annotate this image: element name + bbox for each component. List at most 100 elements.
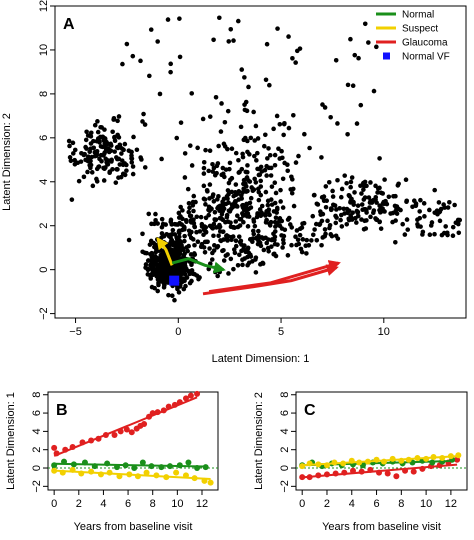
data-point <box>167 265 173 271</box>
data-point <box>197 275 202 280</box>
data-point <box>171 255 177 261</box>
data-point <box>212 217 218 223</box>
data-point <box>190 203 196 208</box>
y-tick-label: 4 <box>38 179 50 185</box>
data-point <box>348 184 353 190</box>
data-point <box>317 221 323 227</box>
plot-frame <box>295 391 468 491</box>
data-point <box>130 164 136 169</box>
data-point <box>185 248 190 254</box>
data-point <box>252 153 257 159</box>
trajectory-normal <box>171 257 226 274</box>
data-point <box>251 217 256 222</box>
data-point <box>148 251 153 257</box>
data-point <box>53 450 60 457</box>
data-point <box>215 197 220 202</box>
data-point <box>318 212 324 217</box>
data-point <box>162 262 168 267</box>
data-point <box>88 130 94 136</box>
data-point <box>186 209 192 215</box>
data-point <box>241 137 247 143</box>
data-point <box>154 409 161 416</box>
data-point <box>356 55 361 61</box>
data-point <box>72 147 78 153</box>
data-point <box>59 469 66 476</box>
data-point <box>285 253 291 258</box>
data-point <box>88 141 94 146</box>
data-point <box>398 457 405 464</box>
data-point <box>304 251 309 256</box>
data-point <box>253 123 259 129</box>
data-point <box>122 462 129 469</box>
data-point <box>445 205 451 210</box>
data-point <box>149 284 155 290</box>
data-point <box>362 179 368 185</box>
data-point <box>209 257 215 262</box>
data-point <box>236 157 241 163</box>
data-point <box>314 237 320 243</box>
data-point <box>267 152 273 158</box>
data-point <box>164 231 169 237</box>
data-point <box>335 177 340 183</box>
data-point <box>296 153 301 159</box>
data-point <box>143 469 150 476</box>
data-point <box>272 219 278 225</box>
data-point <box>124 168 129 173</box>
data-point <box>116 175 121 180</box>
legend-swatch <box>383 52 390 60</box>
data-point <box>350 467 356 474</box>
series-suspect <box>51 466 214 486</box>
data-point <box>158 464 165 471</box>
data-point <box>215 205 221 211</box>
data-point <box>368 214 373 220</box>
data-point <box>107 170 112 176</box>
data-point <box>310 232 316 238</box>
data-point <box>310 213 316 219</box>
data-point <box>188 252 194 257</box>
data-point <box>201 159 207 165</box>
data-point <box>226 271 231 276</box>
data-point <box>69 443 76 450</box>
data-point <box>155 39 160 44</box>
data-point <box>332 470 339 477</box>
data-point <box>199 221 205 227</box>
data-point <box>154 273 160 278</box>
data-point <box>172 221 178 227</box>
data-point <box>374 44 379 50</box>
data-point <box>269 237 275 242</box>
data-point <box>115 132 120 138</box>
legend: Normal Suspect Glaucoma Normal VF <box>376 10 450 63</box>
data-point <box>272 152 278 158</box>
y-tick-label: 0 <box>279 465 291 471</box>
data-point <box>201 245 207 250</box>
y-tick-label: 12 <box>38 0 50 12</box>
data-point <box>122 141 128 147</box>
data-point <box>141 421 148 428</box>
data-point <box>290 56 295 61</box>
data-point <box>319 195 325 200</box>
data-point <box>88 437 95 444</box>
data-point <box>183 264 188 269</box>
data-point <box>207 114 213 119</box>
data-point <box>92 122 98 128</box>
data-point <box>66 138 72 144</box>
data-point <box>134 147 140 153</box>
data-point <box>233 219 239 224</box>
data-point <box>239 67 245 72</box>
data-point <box>241 246 246 251</box>
data-point <box>203 215 209 221</box>
data-point <box>273 190 279 196</box>
data-point <box>221 258 227 263</box>
data-point <box>265 202 271 208</box>
data-point <box>328 114 333 120</box>
data-point <box>146 413 153 420</box>
data-point <box>290 186 296 192</box>
data-point <box>106 469 113 476</box>
data-point <box>117 162 123 167</box>
data-point <box>69 466 76 473</box>
data-point <box>192 252 198 257</box>
data-point <box>361 187 366 192</box>
data-point <box>218 238 223 243</box>
data-point <box>247 200 253 206</box>
